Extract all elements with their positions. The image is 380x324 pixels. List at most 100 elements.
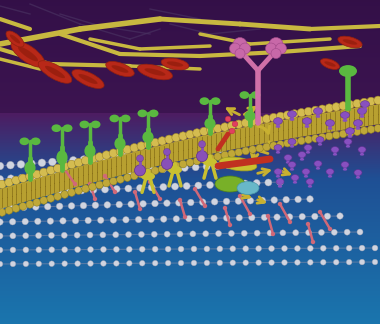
Circle shape <box>276 112 285 121</box>
Bar <box>0 6 380 7</box>
Circle shape <box>228 150 236 157</box>
Circle shape <box>170 165 177 172</box>
Circle shape <box>229 128 235 134</box>
Circle shape <box>190 231 196 237</box>
Circle shape <box>0 261 3 267</box>
Circle shape <box>372 259 378 265</box>
Bar <box>0 154 380 155</box>
Bar <box>0 234 380 235</box>
Bar <box>0 258 380 259</box>
Bar <box>0 173 380 174</box>
Bar <box>0 137 380 138</box>
Bar <box>0 51 380 52</box>
Ellipse shape <box>18 47 38 61</box>
Bar <box>0 27 380 28</box>
Circle shape <box>158 165 166 173</box>
Ellipse shape <box>11 41 45 67</box>
Bar <box>0 102 380 103</box>
Circle shape <box>160 216 167 222</box>
Bar <box>0 307 380 308</box>
Bar <box>0 3 380 4</box>
Ellipse shape <box>342 120 347 122</box>
Bar <box>0 214 380 215</box>
Bar <box>0 317 380 318</box>
Circle shape <box>75 187 82 194</box>
Bar <box>0 243 380 244</box>
Circle shape <box>149 166 156 173</box>
Circle shape <box>255 116 264 124</box>
Circle shape <box>10 261 16 267</box>
Bar <box>0 59 380 60</box>
Circle shape <box>110 217 117 223</box>
Circle shape <box>230 246 236 252</box>
Bar <box>0 60 380 61</box>
Ellipse shape <box>274 118 282 124</box>
Circle shape <box>160 183 167 191</box>
Circle shape <box>0 233 3 239</box>
Bar <box>0 105 380 106</box>
Bar <box>0 289 380 290</box>
Circle shape <box>164 149 171 157</box>
Bar <box>0 52 380 53</box>
Circle shape <box>32 204 39 210</box>
Circle shape <box>269 38 283 52</box>
Bar <box>0 250 380 251</box>
Circle shape <box>183 182 190 190</box>
Circle shape <box>80 156 88 163</box>
Circle shape <box>171 183 179 190</box>
Ellipse shape <box>19 137 29 145</box>
Circle shape <box>193 157 201 165</box>
Circle shape <box>287 214 293 220</box>
Circle shape <box>177 231 183 237</box>
Bar <box>0 26 380 27</box>
Bar <box>0 284 380 285</box>
Bar <box>0 142 380 143</box>
Circle shape <box>21 204 27 211</box>
Bar <box>0 200 380 201</box>
Circle shape <box>235 148 242 156</box>
Bar <box>0 205 380 206</box>
Ellipse shape <box>353 120 363 126</box>
Ellipse shape <box>363 109 367 111</box>
Circle shape <box>40 173 47 180</box>
Ellipse shape <box>79 121 89 128</box>
Circle shape <box>70 156 77 164</box>
Bar <box>0 312 380 313</box>
Circle shape <box>7 161 14 169</box>
Circle shape <box>283 111 292 119</box>
Bar <box>0 255 380 256</box>
Bar <box>0 315 380 316</box>
Circle shape <box>333 260 339 265</box>
Circle shape <box>140 201 146 207</box>
Bar <box>0 306 380 307</box>
Circle shape <box>96 181 103 189</box>
Circle shape <box>164 231 170 237</box>
Circle shape <box>211 215 217 221</box>
Bar <box>0 224 380 225</box>
Bar <box>0 125 380 126</box>
Bar <box>0 271 380 272</box>
Ellipse shape <box>84 145 96 158</box>
Bar <box>0 72 380 73</box>
Circle shape <box>254 230 260 236</box>
Bar <box>0 270 380 271</box>
Bar <box>0 143 380 144</box>
Bar <box>0 245 380 246</box>
Circle shape <box>128 201 135 207</box>
Circle shape <box>374 96 380 105</box>
Circle shape <box>233 38 247 52</box>
Circle shape <box>10 233 16 239</box>
Circle shape <box>164 200 170 206</box>
Circle shape <box>90 155 98 163</box>
Bar <box>0 285 380 286</box>
Circle shape <box>114 247 119 252</box>
Circle shape <box>230 180 237 188</box>
Circle shape <box>60 162 69 171</box>
Circle shape <box>328 227 332 231</box>
Circle shape <box>38 159 46 167</box>
Circle shape <box>211 199 218 205</box>
Ellipse shape <box>356 128 361 130</box>
Circle shape <box>293 230 299 236</box>
Bar <box>0 313 380 314</box>
Ellipse shape <box>6 31 24 47</box>
